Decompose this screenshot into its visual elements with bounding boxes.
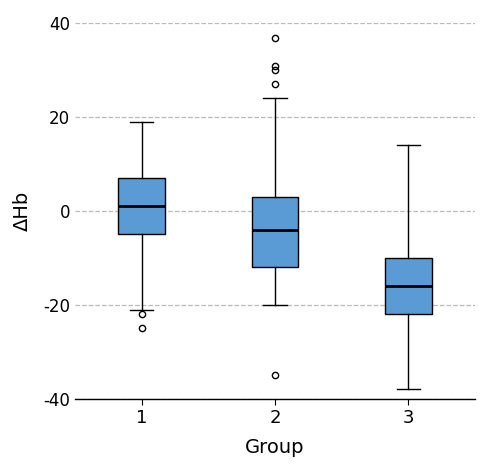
- Y-axis label: ΔHb: ΔHb: [13, 191, 32, 231]
- PathPatch shape: [385, 258, 432, 314]
- PathPatch shape: [252, 197, 298, 267]
- X-axis label: Group: Group: [245, 438, 305, 457]
- PathPatch shape: [118, 178, 165, 234]
